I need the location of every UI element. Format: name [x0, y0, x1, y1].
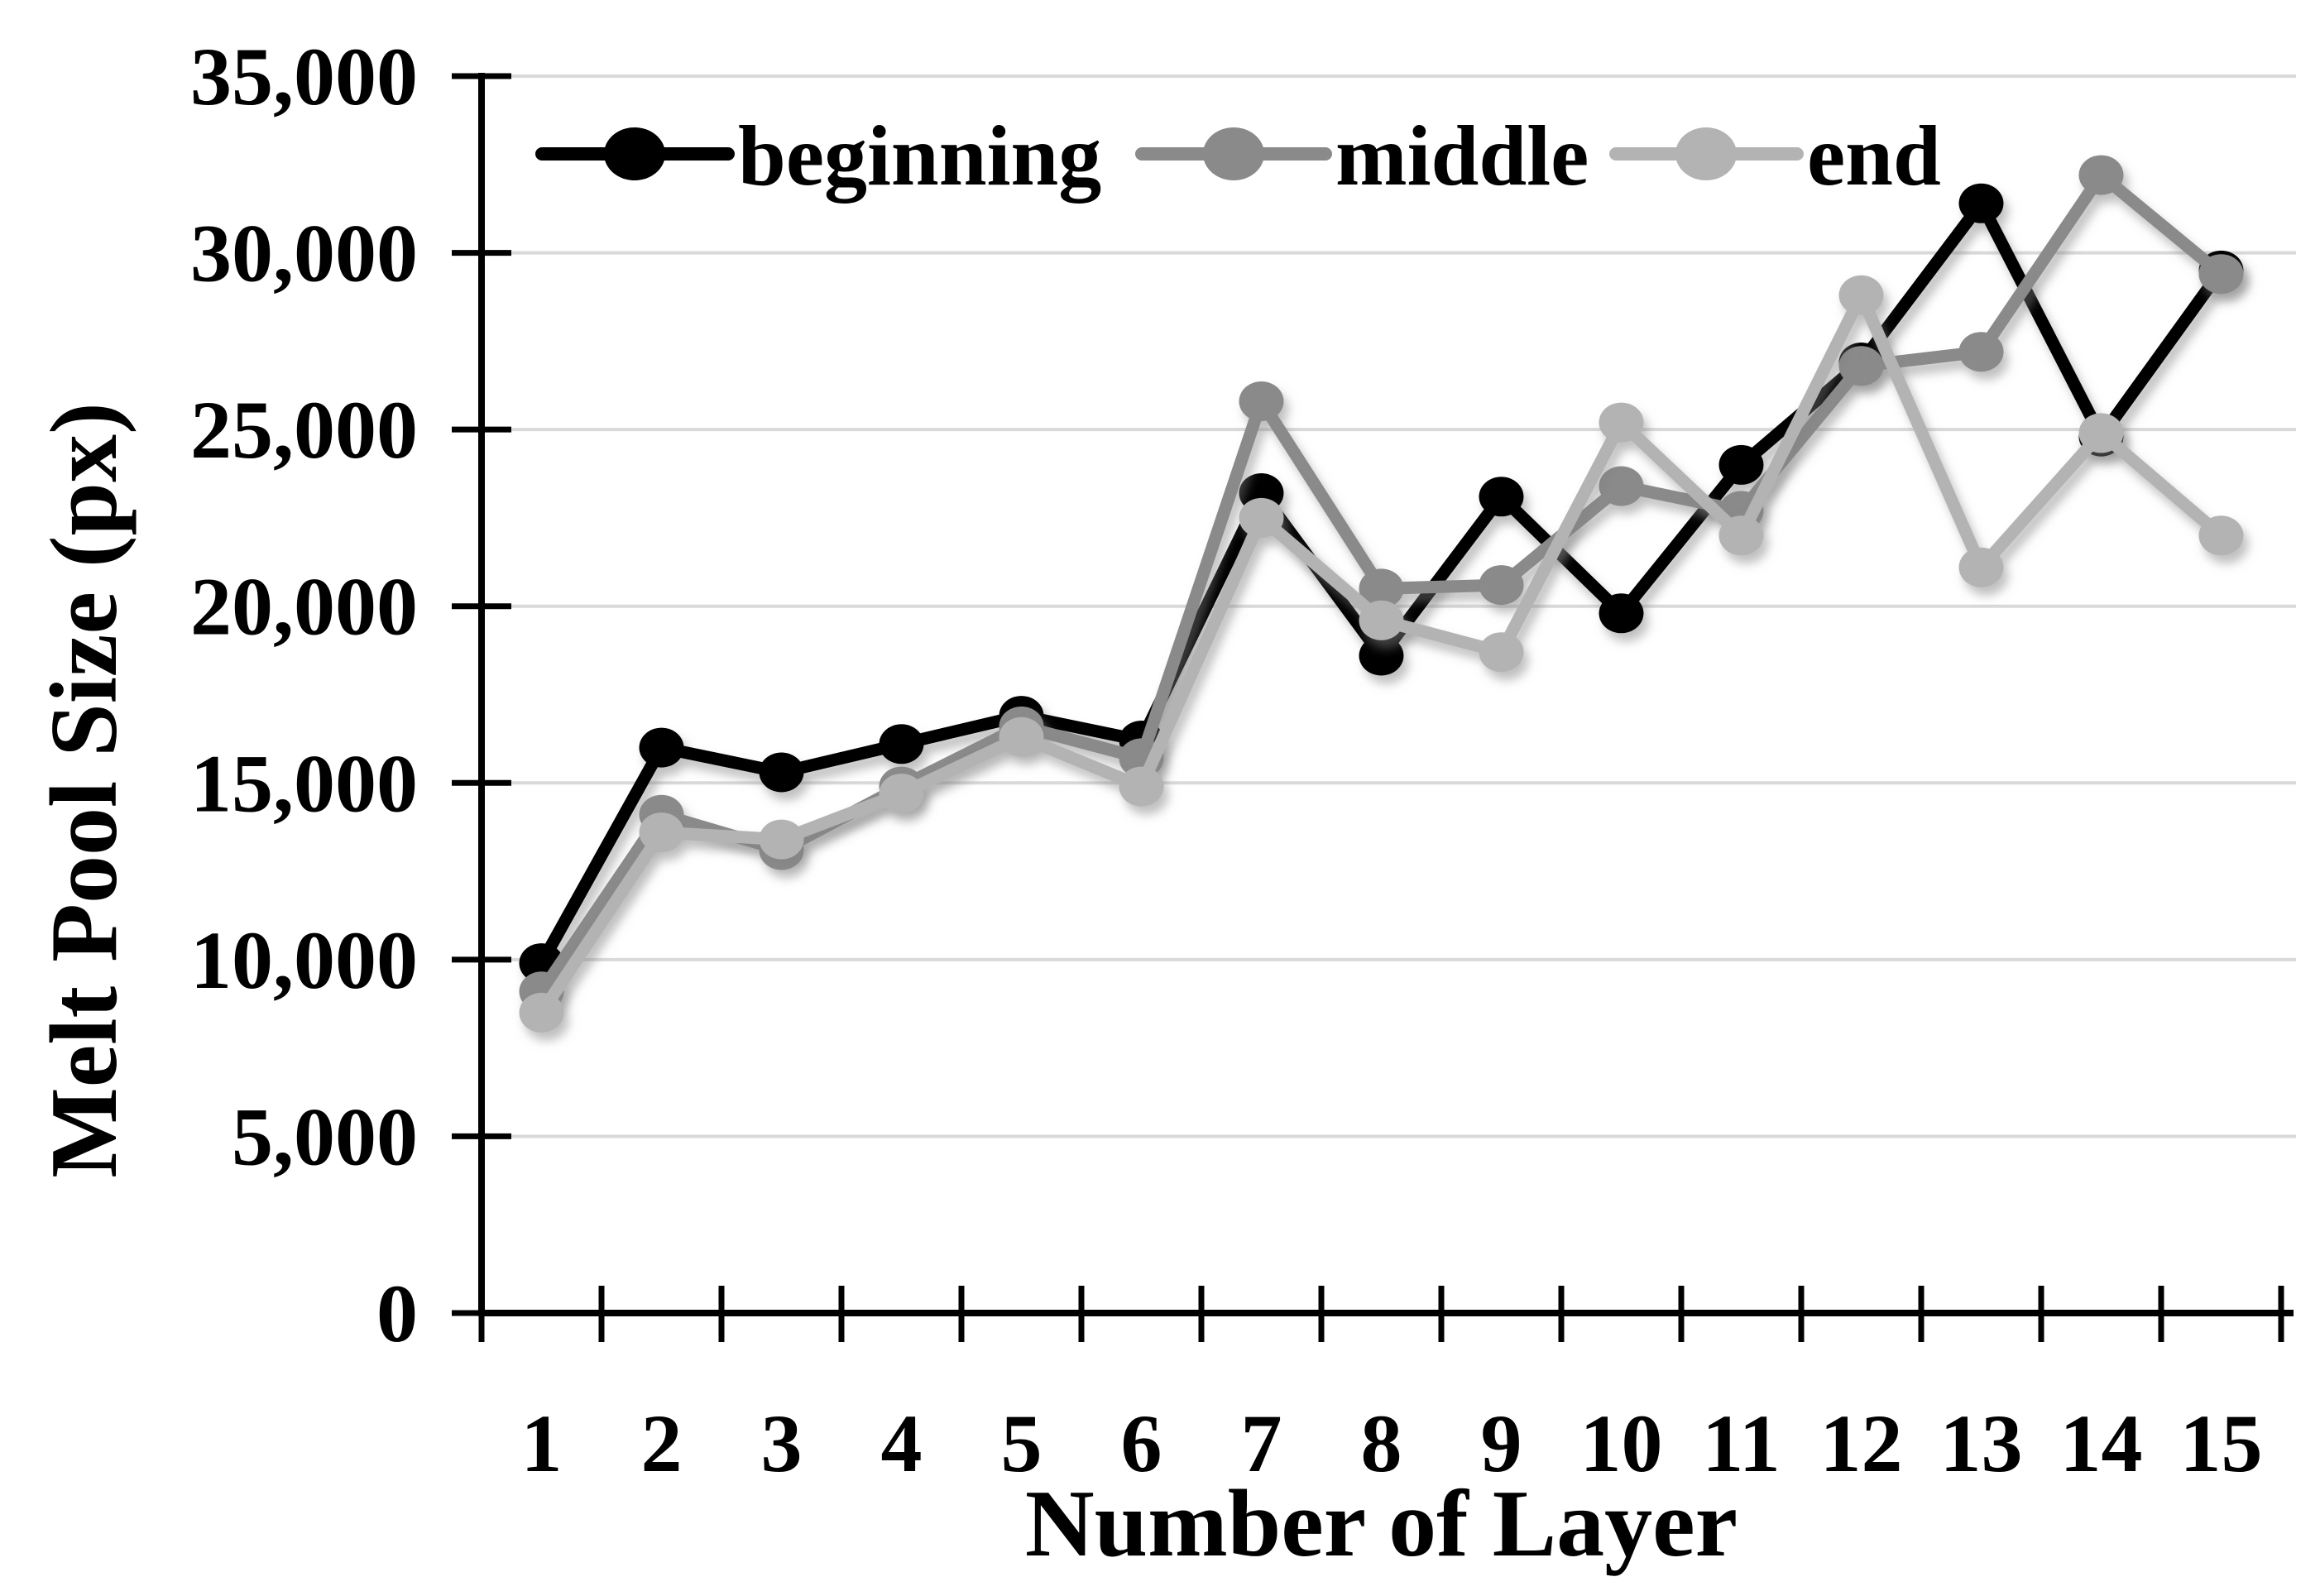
- series-end-point: [1359, 600, 1404, 640]
- series-middle-point: [2198, 254, 2244, 295]
- y-tick-label: 25,000: [190, 384, 418, 476]
- legend-item-beginning: beginning: [535, 108, 1101, 204]
- series-middle-point: [1479, 565, 1524, 606]
- x-tick-label: 10: [1580, 1397, 1663, 1489]
- series-beginning-point: [759, 752, 804, 793]
- x-tick-label: 2: [641, 1397, 683, 1489]
- series-end-point: [1239, 497, 1284, 538]
- x-tick-label: 8: [1361, 1397, 1402, 1489]
- series-end-point: [999, 717, 1044, 757]
- series-end-point: [759, 819, 804, 860]
- x-tick-label: 9: [1481, 1397, 1522, 1489]
- series-middle-point: [1239, 381, 1284, 421]
- series-end-point: [1718, 515, 1764, 556]
- legend-item-middle: middle: [1135, 108, 1589, 204]
- legend-marker-dot: [1675, 127, 1737, 180]
- series-middle-point: [1599, 466, 1644, 506]
- series-beginning-point: [1718, 444, 1764, 485]
- series-beginning-point: [1599, 593, 1644, 634]
- legend-label: end: [1807, 108, 1941, 204]
- series-end-point: [1838, 275, 1884, 315]
- series-beginning-point: [879, 724, 924, 764]
- series-end-point: [1958, 547, 2004, 587]
- y-tick-label: 30,000: [190, 208, 418, 300]
- x-axis-title: Number of Layer: [1025, 1471, 1738, 1577]
- series-end: [519, 275, 2244, 1033]
- series-beginning-point: [1359, 635, 1404, 676]
- x-tick-label: 13: [1940, 1397, 2023, 1489]
- x-tick-label: 4: [881, 1397, 923, 1489]
- series-beginning-point: [1958, 183, 2004, 223]
- series-end-point: [879, 774, 924, 814]
- legend-marker-dot: [1203, 127, 1264, 180]
- series-middle-point: [1838, 346, 1884, 386]
- legend-label: middle: [1335, 108, 1589, 204]
- series-middle-point: [1359, 568, 1404, 609]
- y-tick-label: 0: [376, 1268, 418, 1359]
- x-tick-label: 11: [1702, 1397, 1780, 1489]
- x-tick-label: 7: [1241, 1397, 1282, 1489]
- series-middle-point: [2078, 155, 2124, 195]
- series-beginning-point: [639, 727, 684, 768]
- x-tick-label: 6: [1121, 1397, 1162, 1489]
- y-tick-label: 10,000: [190, 914, 418, 1006]
- series-end-point: [639, 812, 684, 853]
- x-tick-label: 14: [2060, 1397, 2143, 1489]
- series-end-point: [519, 992, 564, 1033]
- x-tick-label: 5: [1001, 1397, 1043, 1489]
- x-tick-label: 3: [761, 1397, 803, 1489]
- y-tick-label: 5,000: [232, 1090, 418, 1182]
- legend-label: beginning: [738, 108, 1101, 204]
- x-tick-label: 12: [1820, 1397, 1903, 1489]
- series-end-point: [1599, 402, 1644, 443]
- legend-item-end: end: [1609, 108, 1941, 204]
- series-middle-point: [1958, 332, 2004, 372]
- series-end-point: [1119, 766, 1164, 807]
- y-axis-title: Melt Pool Size (px): [31, 402, 137, 1177]
- series-end-point: [1479, 632, 1524, 673]
- y-tick-label: 15,000: [190, 737, 418, 829]
- series-end-point: [2198, 515, 2244, 556]
- legend-marker-dot: [604, 127, 665, 180]
- x-tick-label: 1: [521, 1397, 563, 1489]
- y-tick-label: 20,000: [190, 561, 418, 653]
- y-tick-label: 35,000: [190, 31, 418, 122]
- x-tick-label: 15: [2180, 1397, 2263, 1489]
- series-beginning-point: [1479, 477, 1524, 517]
- series-end-point: [2078, 413, 2124, 453]
